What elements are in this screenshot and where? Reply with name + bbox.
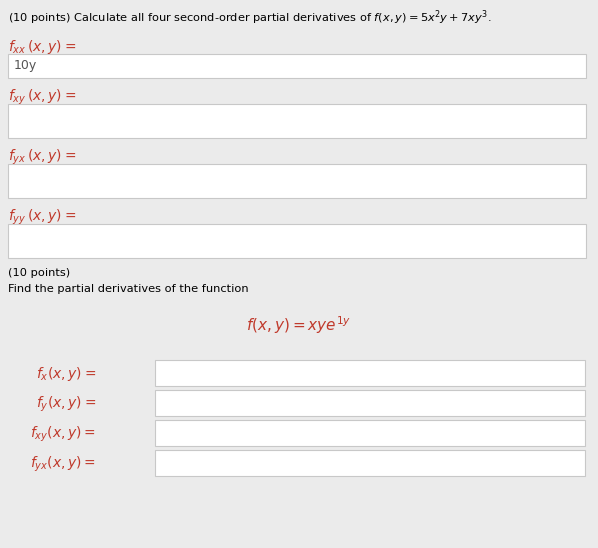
- Text: $f_{xy}\,(x, y) =$: $f_{xy}\,(x, y) =$: [8, 88, 76, 107]
- Bar: [155, 390, 585, 416]
- Bar: [8, 104, 586, 138]
- Text: (10 points): (10 points): [8, 268, 70, 278]
- Bar: [8, 224, 586, 258]
- Bar: [155, 360, 585, 386]
- Text: 10y: 10y: [14, 60, 37, 72]
- Text: $f_y(x, y) =$: $f_y(x, y) =$: [36, 395, 96, 414]
- Text: $f_{xy}(x, y) =$: $f_{xy}(x, y) =$: [30, 424, 96, 444]
- Text: (10 points) Calculate all four second-order partial derivatives of $f(x, y) = 5x: (10 points) Calculate all four second-or…: [8, 8, 492, 27]
- Text: $f_{xx}\,(x, y) =$: $f_{xx}\,(x, y) =$: [8, 38, 76, 56]
- Text: $f_{yx}\,(x, y) =$: $f_{yx}\,(x, y) =$: [8, 148, 76, 167]
- Bar: [155, 450, 585, 476]
- Text: $f_{yy}\,(x, y) =$: $f_{yy}\,(x, y) =$: [8, 208, 76, 227]
- Bar: [8, 54, 586, 78]
- Bar: [155, 420, 585, 446]
- Text: $f_x(x, y) =$: $f_x(x, y) =$: [36, 365, 96, 383]
- Text: $f_{yx}(x, y) =$: $f_{yx}(x, y) =$: [30, 454, 96, 473]
- Bar: [8, 164, 586, 198]
- Text: Find the partial derivatives of the function: Find the partial derivatives of the func…: [8, 284, 249, 294]
- Text: $f(x, y) = xye^{1y}$: $f(x, y) = xye^{1y}$: [246, 314, 352, 336]
